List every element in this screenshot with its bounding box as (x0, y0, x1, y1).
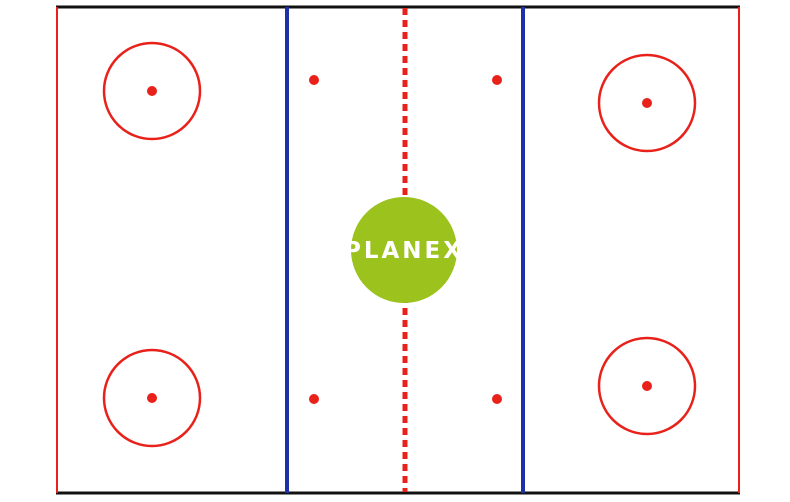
neutral-dot-top-right (492, 75, 502, 85)
neutral-dot-bottom-left (309, 394, 319, 404)
faceoff-dot-bottom-right (642, 381, 652, 391)
center-logo-text: PLANEX (344, 238, 464, 264)
faceoff-circle-bottom-left (102, 348, 202, 448)
neutral-dot-top-left (309, 75, 319, 85)
faceoff-circle-top-left (102, 41, 202, 141)
faceoff-circle-top-right (597, 53, 697, 153)
faceoff-circle-bottom-right (597, 336, 697, 436)
neutral-dot-bottom-right (492, 394, 502, 404)
faceoff-dot-bottom-left (147, 393, 157, 403)
center-logo-badge (351, 197, 457, 303)
faceoff-dot-top-left (147, 86, 157, 96)
faceoff-dot-top-right (642, 98, 652, 108)
